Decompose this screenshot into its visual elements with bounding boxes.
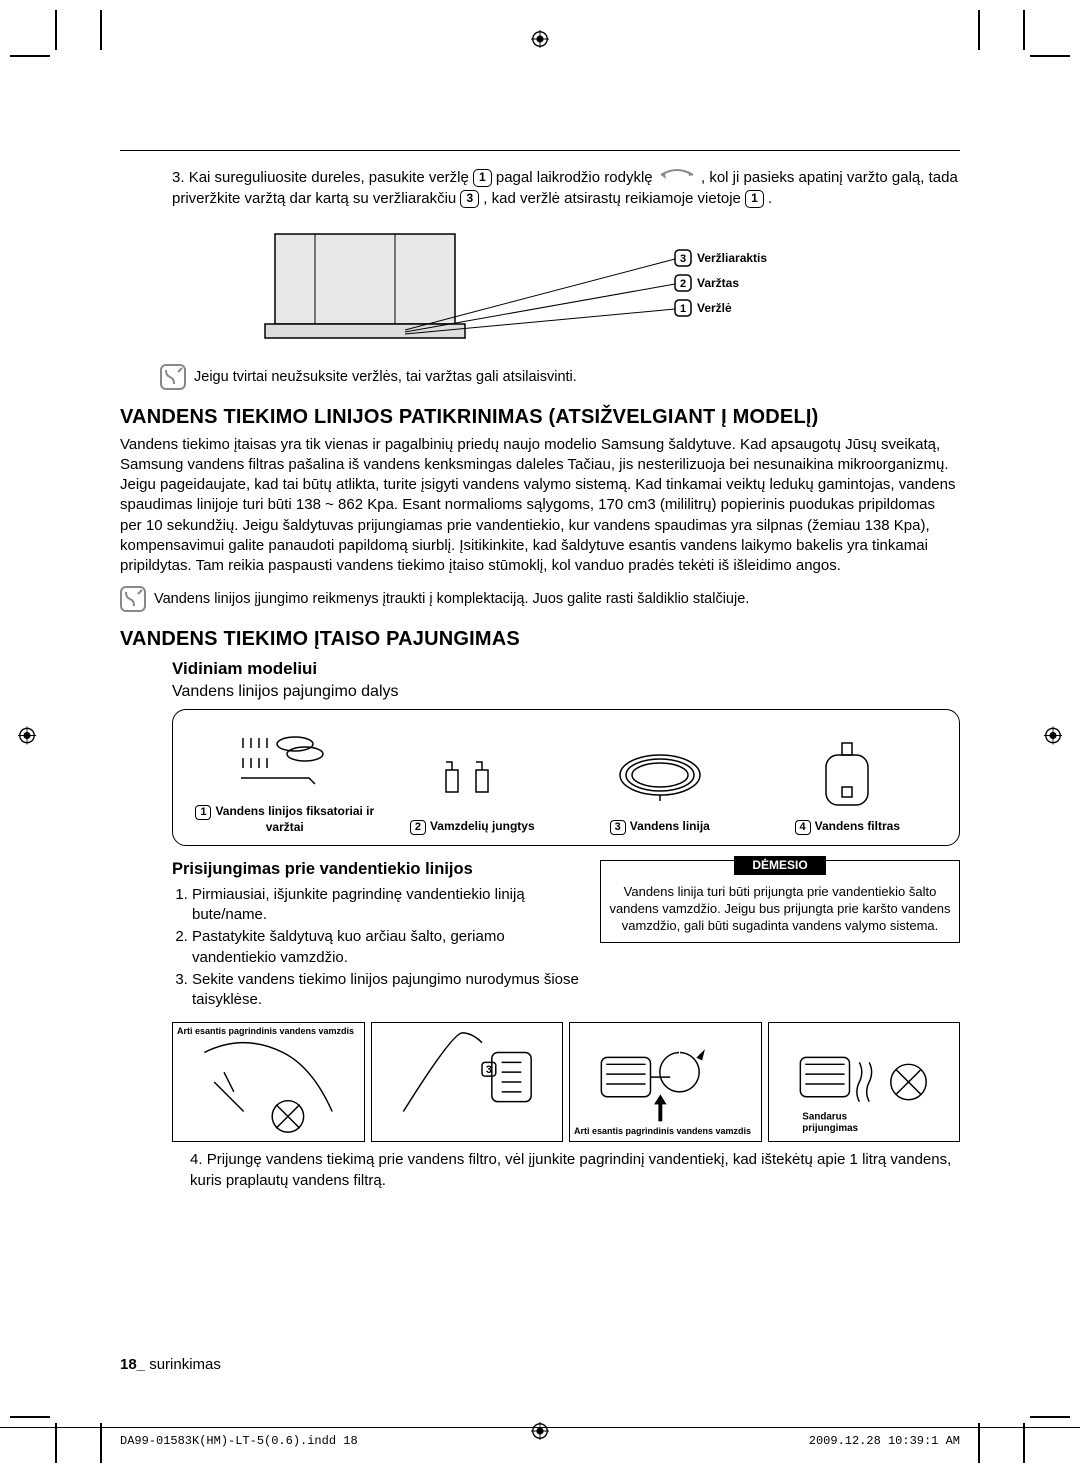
page-number: 18_ xyxy=(120,1356,145,1373)
print-file: DA99-01583K(HM)-LT-5(0.6).indd 18 xyxy=(120,1434,358,1448)
connect-step-2: Pastatykite šaldytuvą kuo arčiau šalto, … xyxy=(192,927,586,968)
sub-internal-desc: Vandens linijos pajungimo dalys xyxy=(172,683,960,701)
crop-tl-h xyxy=(10,55,50,57)
crop-tr-v2 xyxy=(978,10,980,50)
part-3: 3Vandens linija xyxy=(566,739,754,835)
registration-mark-top xyxy=(531,30,549,51)
callout-1-label: Veržlė xyxy=(697,301,732,315)
crop-tr-h xyxy=(1030,55,1070,57)
svg-text:Sandarus: Sandarus xyxy=(802,1112,847,1123)
connect-step-1: Pirmiausiai, išjunkite pagrindinę vanden… xyxy=(192,885,586,926)
section-water-check-para: Vandens tiekimo įtaisas yra tik vienas i… xyxy=(120,435,960,577)
connection-diagrams: Arti esantis pagrindinis vandens vamzdis… xyxy=(172,1022,960,1142)
crop-br-h xyxy=(1030,1416,1070,1418)
svg-text:1: 1 xyxy=(680,303,686,315)
attention-box: DĖMESIO Vandens linija turi būti prijung… xyxy=(600,860,960,943)
inline-callout-3: 3 xyxy=(460,190,479,208)
section-water-connect-title: VANDENS TIEKIMO ĮTAISO PAJUNGIMAS xyxy=(120,628,960,651)
clips-screws-icon xyxy=(191,724,379,796)
water-filter-icon xyxy=(754,739,942,811)
crop-tl-v2 xyxy=(100,10,102,50)
connect-to-main-title: Prisijungimas prie vandentiekio linijos xyxy=(172,860,586,879)
section-water-check-title: VANDENS TIEKIMO LINIJOS PATIKRINIMAS (AT… xyxy=(120,406,960,429)
connect-step-3: Sekite vandens tiekimo linijos pajungimo… xyxy=(192,970,586,1011)
top-rule xyxy=(120,150,960,151)
svg-text:3: 3 xyxy=(680,253,686,265)
conn-box-4: Sandarus prijungimas xyxy=(768,1022,961,1142)
step-3-text: 3. Kai sureguliuosite dureles, pasukite … xyxy=(172,167,960,210)
registration-mark-left xyxy=(18,726,36,747)
inline-callout-1b: 1 xyxy=(745,190,764,208)
conn3-label: Arti esantis pagrindinis vandens vamzdis xyxy=(574,1127,751,1137)
conn-box-1: Arti esantis pagrindinis vandens vamzdis xyxy=(172,1022,365,1142)
page-footer: 18_ surinkimas xyxy=(120,1356,960,1373)
conn-box-2: 3 xyxy=(371,1022,564,1142)
clockwise-arrow-icon xyxy=(657,167,697,189)
conn-box-3: Arti esantis pagrindinis vandens vamzdis xyxy=(569,1022,762,1142)
step-4-number: 4. xyxy=(190,1151,203,1168)
callout-3-label: Veržliaraktis xyxy=(697,251,767,265)
print-timestamp: 2009.12.28 10:39:1 AM xyxy=(809,1434,960,1448)
footer-section: surinkimas xyxy=(149,1356,221,1373)
crop-bl-h xyxy=(10,1416,50,1418)
svg-text:3: 3 xyxy=(485,1064,491,1076)
crop-tl-v xyxy=(55,10,57,50)
door-adjust-diagram: 3 Veržliaraktis 2 Varžtas 1 Veržlė xyxy=(255,224,825,354)
note-1-text: Jeigu tvirtai neužsuksite veržlės, tai v… xyxy=(194,369,577,385)
note-2-text: Vandens linijos įjungimo reikmenys įtrau… xyxy=(154,591,749,607)
svg-text:prijungimas: prijungimas xyxy=(802,1123,858,1134)
attention-body: Vandens linija turi būti prijungta prie … xyxy=(609,884,951,935)
crop-tr-v xyxy=(1023,10,1025,50)
conn1-label: Arti esantis pagrindinis vandens vamzdis xyxy=(177,1027,354,1037)
part-2: 2Vamzdelių jungtys xyxy=(379,739,567,835)
callout-2-label: Varžtas xyxy=(697,276,739,290)
step-4-text: 4. Prijungę vandens tiekimą prie vandens… xyxy=(190,1150,960,1191)
inline-callout-1: 1 xyxy=(473,169,492,187)
note-icon xyxy=(120,586,146,612)
part-4: 4Vandens filtras xyxy=(754,739,942,835)
water-line-icon xyxy=(566,739,754,811)
attention-title: DĖMESIO xyxy=(734,856,825,876)
step-3-number: 3. xyxy=(172,169,185,186)
tube-connectors-icon xyxy=(379,739,567,811)
parts-grid: 1Vandens linijos fiksatoriai ir varžtai … xyxy=(172,709,960,846)
connect-steps: Pirmiausiai, išjunkite pagrindinę vanden… xyxy=(172,885,586,1011)
note-icon xyxy=(160,364,186,390)
print-footer: DA99-01583K(HM)-LT-5(0.6).indd 18 2009.1… xyxy=(0,1427,1080,1448)
registration-mark-right xyxy=(1044,726,1062,747)
part-1: 1Vandens linijos fiksatoriai ir varžtai xyxy=(191,724,379,835)
note-1: Jeigu tvirtai neužsuksite veržlės, tai v… xyxy=(160,364,960,390)
note-2: Vandens linijos įjungimo reikmenys įtrau… xyxy=(120,586,960,612)
sub-internal-model: Vidiniam modeliui xyxy=(172,659,960,679)
svg-text:2: 2 xyxy=(680,278,686,290)
